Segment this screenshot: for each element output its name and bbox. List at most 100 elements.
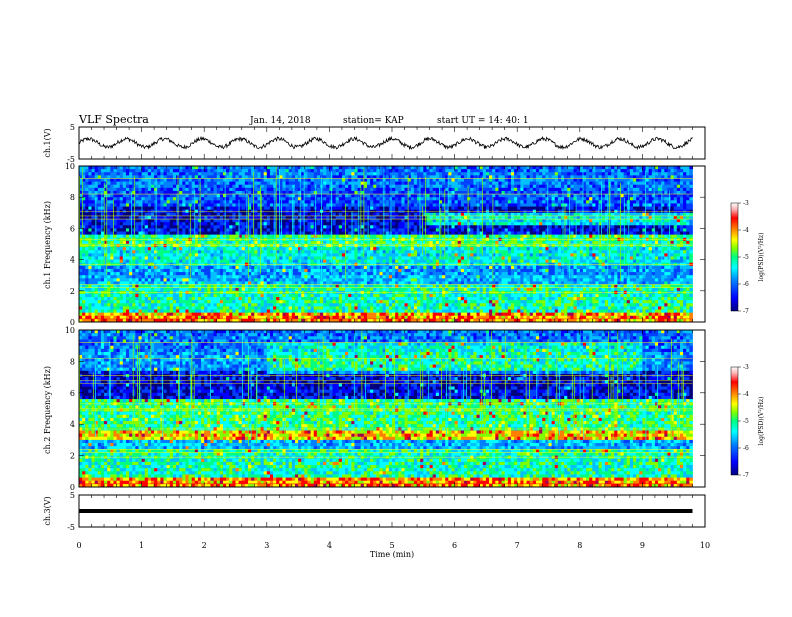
ch1-spectrogram-cell — [282, 166, 286, 170]
ch1-spectrogram-cell — [495, 207, 499, 211]
ch1-spectrogram-cell — [117, 182, 121, 186]
ch1-spectrogram-cell — [426, 182, 430, 186]
ch1-spectrogram-cell — [649, 172, 653, 176]
ch1-spectrogram-cell — [498, 228, 502, 232]
ch1-spectrogram-cell — [495, 166, 499, 170]
ch1-spectrogram-cell — [173, 169, 177, 173]
ch1-spectrogram-cell — [254, 178, 258, 182]
ch1-spectrogram-cell — [433, 185, 437, 189]
ch1-spectrogram-cell — [630, 185, 634, 189]
ch1-spectrogram-cell — [505, 225, 509, 229]
ch1-spectrogram-cell — [107, 182, 111, 186]
ch1-spectrogram-cell — [517, 166, 521, 170]
ch1-spectrogram-cell — [552, 169, 556, 173]
ch1-spectrogram-cell — [370, 219, 374, 223]
ch1-spectrogram-cell — [286, 228, 290, 232]
ch1-spectrogram-cell — [442, 169, 446, 173]
ch1-spectrogram-cell — [201, 182, 205, 186]
ch1-spectrogram-cell — [251, 188, 255, 192]
ch1-spectrogram-cell — [664, 225, 668, 229]
ch1-spectrogram-cell — [151, 182, 155, 186]
ch1-spectrogram-cell — [570, 228, 574, 232]
ch1-spectrogram-cell — [589, 200, 593, 204]
ch1-spectrogram-cell — [533, 197, 537, 201]
ch1-spectrogram-cell — [164, 182, 168, 186]
ch1-spectrogram-cell — [461, 222, 465, 226]
ch1-spectrogram-cell — [464, 188, 468, 192]
ch1-spectrogram-cell — [539, 219, 543, 223]
ch1-spectrogram-cell — [138, 232, 142, 236]
ch1-spectrogram-cell — [214, 228, 218, 232]
ch1-spectrogram-cell — [261, 194, 265, 198]
ch1-spectrogram-cell — [236, 219, 240, 223]
ch1-spectrogram-cell — [408, 166, 412, 170]
ch1-spectrogram-cell — [92, 200, 96, 204]
ch1-spectrogram-cell — [326, 188, 330, 192]
ch1-spectrogram-cell — [527, 200, 531, 204]
ch1-spectrogram-cell — [179, 222, 183, 226]
ch1-spectrogram-cell — [620, 203, 624, 207]
ch1-spectrogram-cell — [589, 182, 593, 186]
ch1-spectrogram-cell — [267, 203, 271, 207]
ch1-spectrogram-cell — [348, 172, 352, 176]
ch1-spectrogram-cell — [480, 169, 484, 173]
ch1-spectrogram-cell — [120, 172, 124, 176]
ch1-spectrogram-cell — [379, 178, 383, 182]
ch1-spectrogram-cell — [577, 182, 581, 186]
ch1-spectrogram-cell — [82, 207, 86, 211]
ch1-spectrogram-cell — [282, 197, 286, 201]
ch1-spectrogram-cell — [420, 185, 424, 189]
ch1-spectrogram-cell — [689, 197, 693, 201]
ch1-spectrogram-cell — [179, 225, 183, 229]
ch1-spectrogram-cell — [505, 222, 509, 226]
ch1-spectrogram-cell — [655, 185, 659, 189]
ch1-spectrogram-cell — [185, 178, 189, 182]
ch1-spectrogram-cell — [611, 203, 615, 207]
ch1-spectrogram-cell — [323, 182, 327, 186]
ch1-spectrogram-cell — [411, 172, 415, 176]
ch1-spectrogram-cell — [426, 219, 430, 223]
ch1-spectrogram-cell — [411, 228, 415, 232]
ch1-spectrogram-cell — [630, 219, 634, 223]
ch1-spectrogram-cell — [185, 203, 189, 207]
ch1-spectrogram-cell — [395, 185, 399, 189]
ch1-spectrogram-cell — [148, 197, 152, 201]
ch1-spectrogram-cell — [223, 200, 227, 204]
ch1-spectrogram-cell — [326, 222, 330, 226]
ch1-spectrogram-cell — [595, 182, 599, 186]
ch1-spectrogram-cell — [646, 172, 650, 176]
ch1-spectrogram-cell — [326, 207, 330, 211]
ch1-spectrogram-cell — [483, 222, 487, 226]
ch1-spectrogram-cell — [311, 194, 315, 198]
ch1-spectrogram-cell — [627, 169, 631, 173]
ch1-spectrogram-cell — [414, 197, 418, 201]
ch1-spectrogram-cell — [595, 222, 599, 226]
ch1-spectrogram-cell — [264, 207, 268, 211]
ch1-spectrogram-cell — [411, 197, 415, 201]
ch1-spectrogram-cell — [164, 235, 168, 239]
ch1-spectrogram-cell — [254, 194, 258, 198]
ch1-spectrogram-cell — [386, 172, 390, 176]
ch1-spectrogram-cell — [386, 188, 390, 192]
ch1-spectrogram-cell — [686, 178, 690, 182]
ch1-spectrogram-cell — [477, 169, 481, 173]
ch1-spectrogram-cell — [686, 185, 690, 189]
ch1-spectrogram-cell — [160, 188, 164, 192]
ch1-spectrogram-cell — [495, 225, 499, 229]
ch1-spectrogram-cell — [686, 188, 690, 192]
ch1-spectrogram-cell — [92, 197, 96, 201]
ch1-spectrogram-cell — [545, 182, 549, 186]
ch1-spectrogram-cell — [326, 178, 330, 182]
ch1-spectrogram-cell — [389, 178, 393, 182]
ch1-spectrogram-cell — [520, 169, 524, 173]
ch1-spectrogram-cell — [517, 232, 521, 236]
ch1-spectrogram-cell — [523, 232, 527, 236]
ch1-spectrogram-cell — [195, 188, 199, 192]
ch1-spectrogram-cell — [511, 203, 515, 207]
ch1-spectrogram-cell — [458, 197, 462, 201]
ch1-spectrogram-cell — [411, 222, 415, 226]
ch1-spectrogram-cell — [495, 219, 499, 223]
ch1-spectrogram-cell — [595, 219, 599, 223]
ch1-spectrogram-cell — [595, 169, 599, 173]
ch1-spectrogram-cell — [254, 203, 258, 207]
